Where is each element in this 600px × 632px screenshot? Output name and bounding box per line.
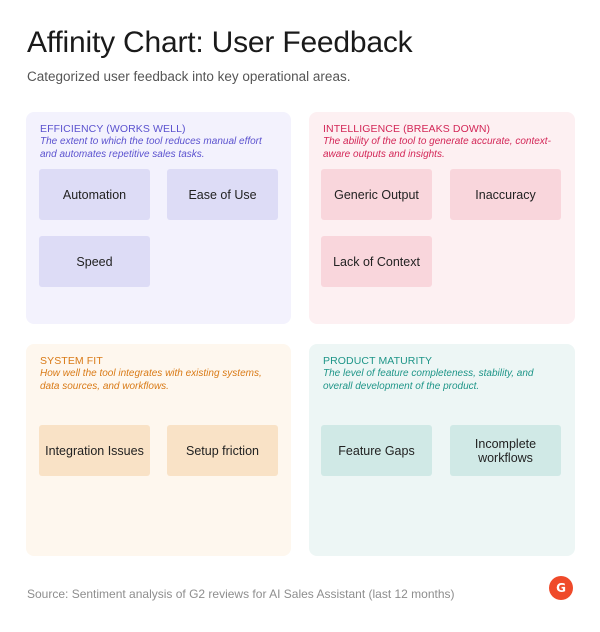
g2-logo-icon: G bbox=[549, 576, 573, 600]
feedback-card-lack-of-context: Lack of Context bbox=[321, 236, 432, 287]
feedback-card-feature-gaps: Feature Gaps bbox=[321, 425, 432, 476]
quadrant-title: SYSTEM FIT bbox=[40, 355, 103, 367]
quadrant-description: How well the tool integrates with existi… bbox=[40, 368, 262, 392]
quadrant-intelligence: INTELLIGENCE (BREAKS DOWN) The ability o… bbox=[309, 112, 575, 324]
feedback-card-inaccuracy: Inaccuracy bbox=[450, 169, 561, 220]
feedback-card-integration-issues: Integration Issues bbox=[39, 425, 150, 476]
quadrant-description: The ability of the tool to generate accu… bbox=[323, 136, 551, 160]
quadrant-description: The extent to which the tool reduces man… bbox=[40, 136, 262, 160]
feedback-card-speed: Speed bbox=[39, 236, 150, 287]
quadrant-title: EFFICIENCY (WORKS WELL) bbox=[40, 123, 186, 135]
feedback-card-incomplete-workflows: Incomplete workflows bbox=[450, 425, 561, 476]
feedback-card-automation: Automation bbox=[39, 169, 150, 220]
feedback-card-ease-of-use: Ease of Use bbox=[167, 169, 278, 220]
quadrant-product-maturity: PRODUCT MATURITY The level of feature co… bbox=[309, 344, 575, 556]
page-subtitle: Categorized user feedback into key opera… bbox=[27, 69, 351, 84]
feedback-card-generic-output: Generic Output bbox=[321, 169, 432, 220]
page-title: Affinity Chart: User Feedback bbox=[27, 26, 413, 59]
source-note: Source: Sentiment analysis of G2 reviews… bbox=[27, 587, 455, 601]
quadrant-title: PRODUCT MATURITY bbox=[323, 355, 433, 367]
feedback-card-setup-friction: Setup friction bbox=[167, 425, 278, 476]
logo-letter: G bbox=[556, 581, 566, 595]
quadrant-system-fit: SYSTEM FIT How well the tool integrates … bbox=[26, 344, 291, 556]
quadrant-description: The level of feature completeness, stabi… bbox=[323, 368, 534, 392]
quadrant-efficiency: EFFICIENCY (WORKS WELL) The extent to wh… bbox=[26, 112, 291, 324]
quadrant-title: INTELLIGENCE (BREAKS DOWN) bbox=[323, 123, 491, 135]
